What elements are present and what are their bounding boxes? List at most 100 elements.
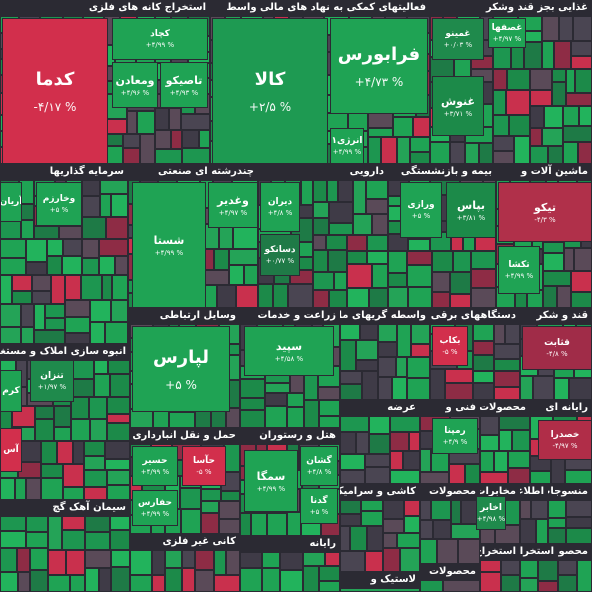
symbol: ومعادن: [115, 73, 155, 87]
filler-tile: [340, 470, 365, 484]
filler-tile: [32, 291, 51, 304]
filler-tile: [21, 220, 34, 239]
filler-tile: [102, 275, 112, 300]
filler-tile: [368, 137, 381, 164]
filler-tile: [571, 56, 592, 69]
filler-tile: [224, 444, 240, 472]
filler-tile: [47, 256, 62, 275]
filler-tile: [493, 69, 507, 90]
filler-tile: [356, 432, 369, 454]
filler-tile: [182, 130, 199, 148]
stock-tile: غمینو +۰/۰۳ %: [432, 18, 484, 60]
filler-tile: [445, 369, 473, 383]
filler-tile: [397, 324, 411, 357]
filler-tile: [182, 550, 195, 568]
filler-tile: [473, 341, 494, 355]
filler-tile: [571, 41, 592, 56]
filler-tile: [340, 454, 365, 470]
sector-title: لاستیک و: [340, 572, 420, 588]
filler-tile: [578, 142, 592, 164]
filler-tile: [169, 108, 181, 130]
symbol: رمپنا: [444, 426, 466, 436]
filler-tile: [366, 199, 388, 214]
filler-tile: [82, 180, 100, 196]
filler-tile: [530, 90, 552, 106]
filler-tile: [571, 292, 592, 308]
filler-tile: [471, 269, 496, 288]
filler-tile: [443, 580, 480, 592]
filler-tile: [548, 500, 566, 518]
filler-tile: [480, 435, 499, 451]
filler-tile: [303, 566, 319, 592]
filler-tile: [328, 250, 347, 272]
filler-tile: [111, 300, 128, 322]
filler-tile: [21, 304, 34, 327]
filler-tile: [99, 239, 128, 256]
filler-tile: [123, 148, 140, 164]
stock-tile: بپاس +۳/۸۱ %: [446, 182, 496, 238]
filler-tile: [520, 376, 533, 400]
change: -۴/۳ %: [534, 215, 556, 224]
stock-tile: کرم: [0, 370, 22, 412]
filler-tile: [340, 551, 365, 572]
stock-tile: اخابر +۴/۹۸ %: [476, 496, 506, 530]
filler-tile: [520, 560, 538, 578]
change: +۴/۹۶ %: [120, 88, 150, 97]
filler-tile: [575, 69, 592, 93]
filler-tile: [410, 152, 430, 164]
filler-tile: [493, 136, 514, 151]
filler-tile: [579, 106, 592, 126]
change: +۴/۹۹ %: [140, 468, 170, 476]
filler-tile: [152, 550, 165, 575]
filler-tile: [107, 485, 130, 500]
filler-tile: [59, 226, 82, 239]
filler-tile: [514, 136, 530, 164]
stock-tile: وخارزم +۵ %: [36, 182, 82, 226]
symbol: خصدرا: [550, 430, 580, 440]
stock-tile: لپارس +۵ %: [132, 326, 230, 412]
filler-tile: [66, 550, 85, 575]
filler-tile: [465, 464, 480, 484]
filler-tile: [127, 111, 137, 134]
filler-tile: [45, 304, 65, 318]
sector-title: انبوه سازی املاک و مستغلات: [0, 344, 130, 360]
sector-title: سرمایه گذاریها: [0, 164, 128, 180]
filler-tile: [450, 142, 465, 164]
filler-tile: [165, 568, 182, 592]
filler-tile: [82, 239, 99, 258]
filler-tile: [338, 180, 353, 202]
filler-tile: [381, 137, 397, 164]
filler-tile: [319, 581, 340, 592]
filler-tile: [367, 235, 388, 251]
filler-tile: [367, 251, 388, 264]
filler-tile: [542, 41, 554, 69]
sector-title: استخراج کانه های فلزی: [0, 0, 210, 16]
symbol: بپاس: [457, 198, 485, 212]
filler-tile: [63, 239, 82, 256]
change: -۵ %: [442, 348, 458, 356]
filler-tile: [566, 93, 592, 106]
filler-tile: [71, 397, 89, 419]
filler-tile: [449, 464, 465, 484]
filler-tile: [365, 551, 383, 572]
change: +۴/۹۹ %: [154, 248, 184, 257]
filler-tile: [318, 387, 340, 400]
filler-tile: [388, 251, 407, 273]
stock-tile: قثابت -۴/۸ %: [522, 326, 592, 370]
filler-tile: [548, 518, 566, 528]
sector-title: غذایی بجز قند وشکر: [430, 0, 592, 16]
filler-tile: [551, 456, 565, 484]
filler-tile: [229, 265, 244, 285]
filler-tile: [48, 516, 62, 550]
filler-tile: [313, 180, 327, 202]
filler-tile: [57, 441, 73, 464]
filler-tile: [30, 548, 48, 570]
filler-tile: [577, 560, 592, 592]
filler-tile: [214, 575, 240, 592]
filler-tile: [73, 441, 84, 464]
change: +۵ %: [411, 212, 431, 220]
filler-tile: [319, 566, 340, 581]
filler-tile: [378, 377, 392, 400]
filler-tile: [325, 552, 340, 566]
stock-tile: رمپنا +۴/۹ %: [432, 418, 478, 454]
